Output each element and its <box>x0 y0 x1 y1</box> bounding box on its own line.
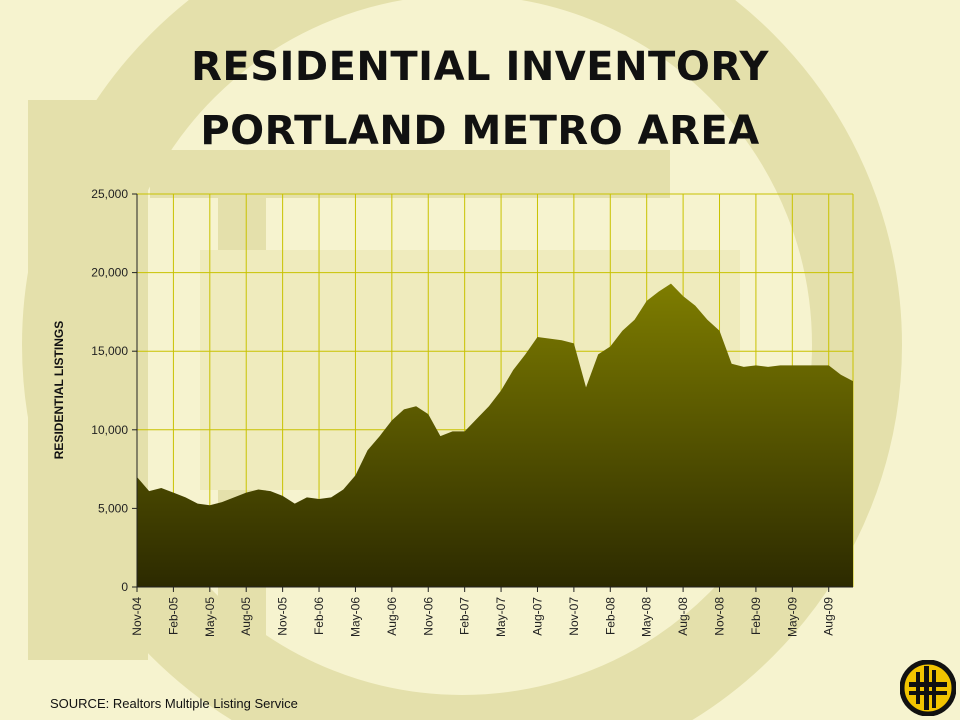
x-tick-label: May-07 <box>494 597 508 637</box>
x-tick-label: May-05 <box>203 597 217 637</box>
y-axis-label: RESIDENTIAL LISTINGS <box>52 321 66 459</box>
x-tick-label: May-06 <box>348 597 362 637</box>
y-tick-label: 20,000 <box>91 266 128 280</box>
x-tick-label: Nov-05 <box>276 597 290 636</box>
x-tick-label: Nov-06 <box>421 597 435 636</box>
watermark-bar-top <box>150 150 670 198</box>
page-title-line1: RESIDENTIAL INVENTORY <box>191 44 769 90</box>
x-tick-label: Nov-08 <box>713 597 727 636</box>
logo-icon <box>900 660 956 716</box>
x-tick-label: Aug-05 <box>239 597 253 636</box>
x-tick-label: Feb-06 <box>312 597 326 635</box>
y-tick-label: 0 <box>121 580 128 594</box>
y-tick-labels: 0 5,000 10,000 15,000 20,000 25,000 <box>91 187 128 594</box>
series-area <box>137 283 853 587</box>
x-tick-labels: Nov-04 Feb-05 May-05 Aug-05 Nov-05 Feb-06 May-… <box>130 597 836 637</box>
x-tick-label: Aug-06 <box>385 597 399 636</box>
source-note: SOURCE: Realtors Multiple Listing Servic… <box>50 696 298 711</box>
x-tick-label: Aug-08 <box>676 597 690 636</box>
axes <box>132 193 853 592</box>
x-tick-label: May-09 <box>785 597 799 637</box>
x-tick-label: Nov-07 <box>567 597 581 636</box>
x-tick-label: Feb-09 <box>749 597 763 635</box>
y-tick-label: 15,000 <box>91 344 128 358</box>
y-tick-label: 5,000 <box>98 501 128 515</box>
x-tick-label: Aug-09 <box>822 597 836 636</box>
x-tick-label: Feb-07 <box>458 597 472 635</box>
page-title-line2: PORTLAND METRO AREA <box>200 108 760 154</box>
y-tick-label: 10,000 <box>91 423 128 437</box>
x-tick-label: Aug-07 <box>530 597 544 636</box>
x-tick-label: Nov-04 <box>130 597 144 636</box>
y-tick-label: 25,000 <box>91 187 128 201</box>
x-tick-label: May-08 <box>640 597 654 637</box>
x-tick-label: Feb-05 <box>166 597 180 635</box>
watermark-bar-left <box>28 100 148 660</box>
x-tick-label: Feb-08 <box>603 597 617 635</box>
